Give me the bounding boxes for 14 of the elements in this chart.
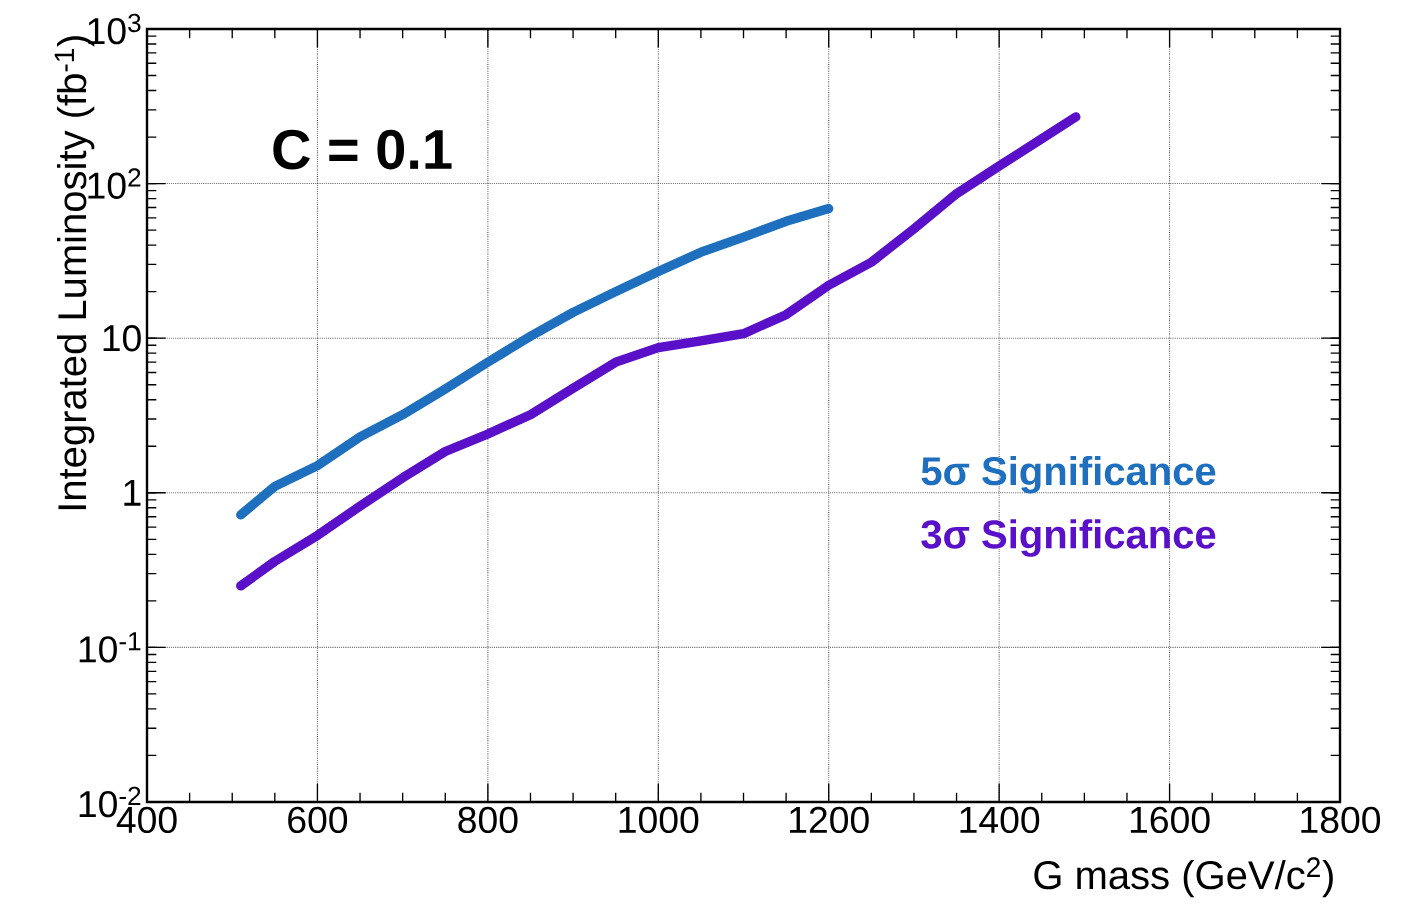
x-axis-title: G mass (GeV/c$^{2}$): [1034, 857, 1333, 898]
x-tick-label: 1800: [1301, 806, 1381, 834]
y-tick-label: 1: [124, 479, 141, 506]
annotation: C = 0.1: [273, 129, 452, 170]
x-tick-label: 1600: [1130, 806, 1210, 834]
x-tick-label: 600: [288, 806, 348, 834]
y-tick-label: 10$^{-1}$: [79, 632, 141, 663]
text: 3σ Significance: [921, 519, 1216, 557]
text: 5σ Significance: [921, 455, 1216, 494]
x-tick-label: 800: [458, 806, 518, 834]
x-tick-label: 1200: [790, 806, 869, 834]
y-tick-label: 10: [103, 324, 141, 352]
x-tick-label: 1000: [619, 806, 699, 834]
x-tick-label: 1400: [960, 806, 1040, 834]
